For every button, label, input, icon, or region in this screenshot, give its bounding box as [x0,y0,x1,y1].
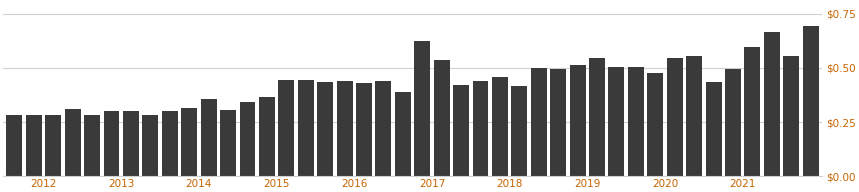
Bar [7,115,22,176]
Bar [201,99,216,176]
Bar [551,69,566,176]
Bar [161,111,178,176]
Bar [298,80,314,176]
Bar [608,67,624,176]
Bar [783,56,799,176]
Bar [589,58,605,176]
Bar [337,81,352,176]
Bar [531,68,546,176]
Bar [123,111,139,176]
Bar [356,83,372,176]
Bar [686,56,702,176]
Bar [143,115,158,176]
Bar [745,47,760,176]
Bar [414,41,430,176]
Bar [725,69,741,176]
Bar [434,60,449,176]
Bar [705,82,722,176]
Bar [802,26,819,176]
Bar [46,115,61,176]
Bar [26,115,42,176]
Bar [511,86,527,176]
Bar [181,108,198,176]
Bar [104,111,119,176]
Bar [375,81,392,176]
Bar [220,110,236,176]
Bar [628,67,644,176]
Bar [278,80,295,176]
Bar [317,82,333,176]
Bar [492,77,508,176]
Bar [454,85,469,176]
Bar [648,73,663,176]
Bar [395,92,411,176]
Bar [472,81,489,176]
Bar [259,97,275,176]
Bar [570,65,586,176]
Bar [667,58,683,176]
Bar [764,32,780,176]
Bar [240,102,255,176]
Bar [64,109,81,176]
Bar [84,115,100,176]
